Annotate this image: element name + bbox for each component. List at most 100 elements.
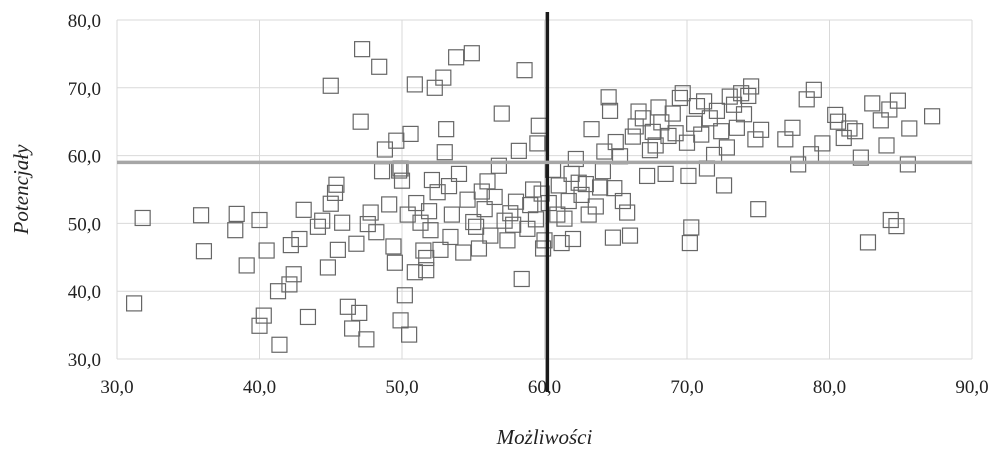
data-point (450, 165, 468, 183)
data-point (638, 167, 656, 185)
data-point (486, 188, 503, 206)
data-point (354, 41, 371, 58)
data-point (715, 177, 733, 194)
data-point (376, 141, 393, 158)
x-tick-label: 60,0 (528, 377, 561, 398)
data-point (326, 184, 344, 201)
data-point (630, 103, 647, 120)
data-point (743, 78, 760, 95)
data-point (408, 194, 425, 212)
data-point (619, 204, 636, 221)
data-point (228, 205, 245, 223)
data-point (442, 228, 459, 246)
data-point (440, 178, 458, 195)
data-point (473, 183, 490, 200)
data-point (713, 123, 730, 140)
data-point (718, 139, 736, 156)
data-point (334, 214, 351, 231)
data-point (604, 229, 622, 246)
y-tick-label: 50,0 (68, 214, 101, 235)
data-point (476, 201, 493, 218)
data-point (683, 219, 700, 236)
data-point (888, 218, 905, 235)
data-point (529, 135, 546, 152)
data-point (641, 142, 659, 159)
data-point (607, 133, 624, 151)
data-point (282, 236, 299, 254)
data-point (516, 62, 533, 79)
data-point (567, 150, 584, 168)
data-point (534, 240, 552, 257)
data-point (386, 254, 403, 271)
data-point (872, 112, 889, 129)
data-point (864, 95, 881, 112)
data-point (438, 121, 455, 138)
data-point (359, 215, 376, 233)
data-point (841, 120, 858, 137)
data-point (522, 196, 539, 214)
data-point (524, 181, 542, 198)
data-point (322, 77, 339, 94)
data-point (899, 156, 916, 173)
data-point (644, 123, 661, 140)
data-point (385, 238, 402, 255)
y-tick-label: 40,0 (68, 282, 101, 303)
data-point (600, 89, 617, 106)
data-point (493, 105, 510, 122)
data-point (392, 312, 409, 329)
data-point (784, 119, 801, 136)
data-point (406, 76, 423, 93)
x-tick-label: 50,0 (385, 377, 418, 398)
data-point (674, 85, 691, 102)
data-point (285, 266, 302, 283)
data-point (388, 132, 405, 149)
data-point (238, 257, 255, 274)
data-point (814, 135, 831, 152)
data-point (134, 209, 151, 227)
data-point (295, 201, 312, 218)
data-point (752, 121, 770, 138)
data-point (553, 234, 570, 252)
data-point (125, 295, 143, 312)
data-point (455, 244, 472, 261)
data-point (435, 69, 452, 86)
data-point (596, 143, 613, 160)
x-tick-label: 30,0 (100, 377, 133, 398)
data-point (490, 157, 507, 174)
data-point (583, 121, 600, 138)
data-point (368, 224, 385, 241)
data-point (418, 262, 435, 279)
data-point (443, 206, 460, 223)
data-point (852, 149, 869, 166)
data-point (436, 144, 453, 161)
data-point (507, 193, 525, 210)
data-point (423, 171, 441, 189)
data-point (329, 241, 346, 258)
data-point (502, 205, 519, 222)
data-point (747, 131, 764, 148)
data-point (624, 128, 641, 145)
data-point (594, 163, 612, 180)
data-point (657, 165, 674, 183)
x-tick-label: 80,0 (813, 377, 846, 398)
x-tick-label: 40,0 (243, 377, 276, 398)
data-point (889, 92, 907, 109)
y-tick-label: 80,0 (68, 11, 101, 32)
data-point (878, 137, 895, 154)
data-point (393, 172, 411, 189)
data-point (463, 45, 480, 62)
data-point (513, 270, 530, 288)
data-point (577, 175, 594, 193)
data-point (664, 105, 681, 122)
data-point (482, 227, 499, 244)
data-point (328, 176, 345, 193)
data-point (556, 210, 573, 227)
data-point (468, 218, 485, 235)
y-axis-title: Potencjały (9, 144, 33, 235)
data-point (653, 114, 670, 131)
data-point (314, 212, 331, 229)
data-point (740, 87, 757, 105)
data-point (258, 242, 275, 259)
data-point (519, 220, 536, 237)
